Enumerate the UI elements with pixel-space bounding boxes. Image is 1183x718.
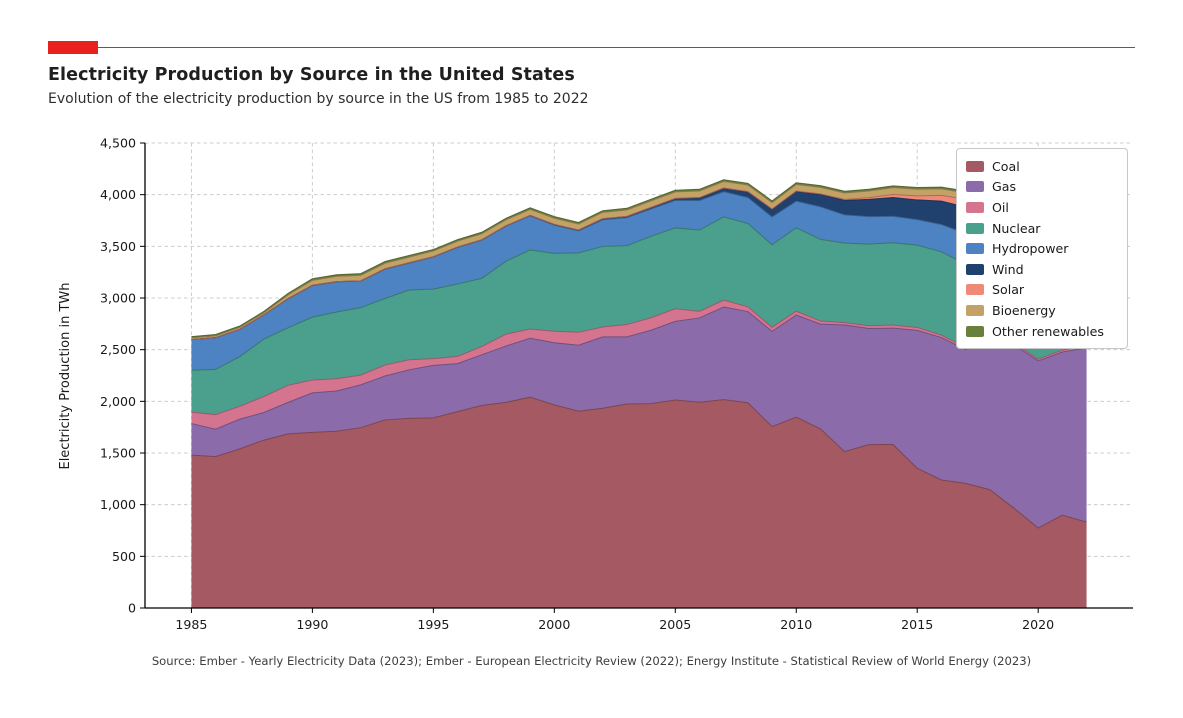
axes: 0 500 1,000 1,500 2,000 2,500 3,000 3,500 4,000 4… [100, 136, 1133, 632]
legend-item-nuclear: Nuclear [966, 218, 1113, 239]
area-hydropower [191, 191, 1087, 371]
legend-item-oil: Oil [966, 197, 1113, 218]
legend-item-solar: Solar [966, 280, 1113, 301]
accent-rule [48, 47, 1135, 48]
x-tick-label: 2015 [901, 617, 933, 632]
y-tick-label: 4,000 [100, 187, 136, 202]
legend-item-hydropower: Hydropower [966, 238, 1113, 259]
y-tick-label: 0 [128, 601, 136, 616]
chart-subtitle: Evolution of the electricity production … [48, 91, 589, 107]
legend-swatch [966, 325, 984, 337]
y-tick-label: 4,500 [100, 136, 136, 151]
y-tick-label: 500 [112, 549, 136, 564]
source-attribution: Source: Ember - Yearly Electricity Data … [151, 654, 1032, 668]
x-tick-label: 2005 [659, 617, 691, 632]
legend-swatch [966, 201, 984, 213]
legend-swatch [966, 243, 984, 255]
x-tick-label: 2010 [780, 617, 812, 632]
legend-item-coal: Coal [966, 156, 1113, 177]
area-series-group [191, 166, 1087, 608]
area-nuclear [191, 216, 1087, 415]
legend-swatch [966, 263, 984, 275]
y-tick-label: 2,000 [100, 394, 136, 409]
accent-block [48, 41, 98, 54]
chart-title: Electricity Production by Source in the … [48, 65, 575, 85]
legend-item-other-renewables: Other renewables [966, 321, 1113, 342]
legend-swatch [966, 222, 984, 234]
area-coal [191, 397, 1087, 608]
x-tick-label: 1995 [417, 617, 449, 632]
x-tick-label: 2000 [538, 617, 570, 632]
legend-item-bioenergy: Bioenergy [966, 300, 1113, 321]
area-gas [191, 306, 1087, 529]
legend-item-gas: Gas [966, 177, 1113, 198]
x-tick-label: 1985 [175, 617, 207, 632]
legend-label: Nuclear [992, 220, 1041, 236]
legend-label: Other renewables [992, 323, 1104, 339]
legend-label: Coal [992, 158, 1020, 174]
y-tick-label: 1,000 [100, 497, 136, 512]
chart-legend: Coal Gas Oil Nuclear Hydropower Wind Solar Bioe… [956, 148, 1128, 350]
legend-label: Wind [992, 261, 1024, 277]
y-tick-label: 2,500 [100, 342, 136, 357]
legend-item-wind: Wind [966, 259, 1113, 280]
legend-swatch [966, 181, 984, 193]
y-tick-label: 1,500 [100, 446, 136, 461]
x-tick-label: 2020 [1022, 617, 1054, 632]
legend-swatch [966, 160, 984, 172]
y-tick-label: 3,500 [100, 239, 136, 254]
legend-swatch [966, 284, 984, 296]
y-tick-label: 3,000 [100, 291, 136, 306]
legend-label: Gas [992, 179, 1017, 195]
legend-label: Bioenergy [992, 302, 1056, 318]
legend-label: Hydropower [992, 241, 1069, 257]
x-tick-label: 1990 [296, 617, 328, 632]
legend-label: Oil [992, 199, 1009, 215]
area-oil [191, 300, 1087, 430]
legend-swatch [966, 304, 984, 316]
legend-label: Solar [992, 282, 1025, 298]
y-axis-label: Electricity Production in TWh [58, 282, 73, 469]
